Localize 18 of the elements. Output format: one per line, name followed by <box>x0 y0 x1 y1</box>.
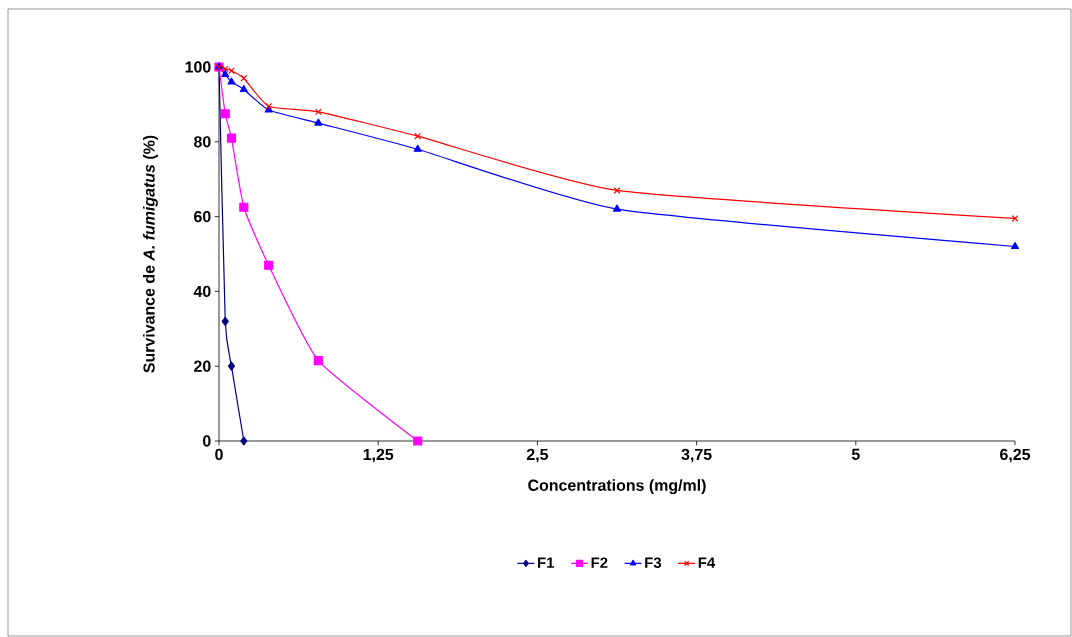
y-axis-title: Survivance de A. fumigatus (%) <box>143 135 158 373</box>
y-tick-label: 0 <box>202 435 211 447</box>
legend-label: F1 <box>538 557 555 568</box>
x-tick-label: 1,25 <box>363 448 394 463</box>
x-tick-label: 6,25 <box>1000 448 1031 463</box>
legend-label: F4 <box>698 557 716 568</box>
x-tick-label: 0 <box>215 448 223 461</box>
x-axis-title: Concentrations (mg/ml) <box>528 479 706 495</box>
y-tick-label: 20 <box>194 360 211 372</box>
legend-label: F2 <box>591 557 608 568</box>
y-tick-label: 80 <box>194 136 211 148</box>
x-tick-label: 2,5 <box>526 448 549 463</box>
x-tick-label: 5 <box>851 448 860 460</box>
y-tick-label: 40 <box>193 285 211 298</box>
y-tick-label: 100 <box>185 61 211 73</box>
legend-label: F3 <box>645 557 662 568</box>
y-tick-label: 60 <box>194 210 211 223</box>
x-tick-label: 3,75 <box>681 448 712 463</box>
